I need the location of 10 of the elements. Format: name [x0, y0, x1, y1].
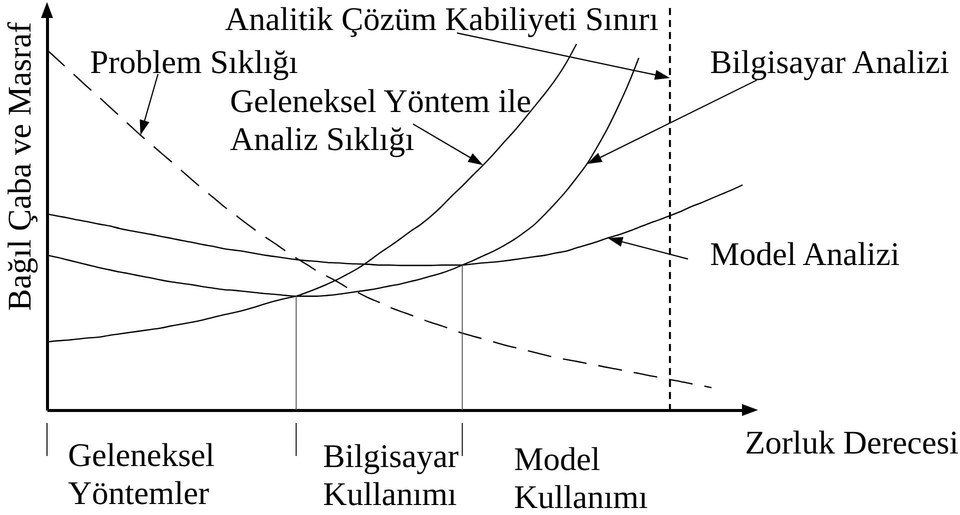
y-axis-title: Bağıl Çaba ve Masraf [2, 22, 38, 311]
legend-label: Model Analizi [710, 237, 900, 273]
text: Model Kullanımı [514, 442, 648, 515]
series-label: Problem Sıklığı [90, 45, 298, 81]
text: Analitik Çözüm Kabiliyeti Sınırı [225, 2, 659, 38]
text: Bilgisayar Analizi [710, 45, 950, 81]
text: Geleneksel Yöntemler [68, 438, 215, 512]
x-axis-title: Zorluk Derecesi [745, 426, 958, 462]
legend-label: Geleneksel Yöntem ile Analiz Sıklığı [230, 84, 532, 158]
text: Bilgisayar Kullanımı [323, 439, 459, 513]
